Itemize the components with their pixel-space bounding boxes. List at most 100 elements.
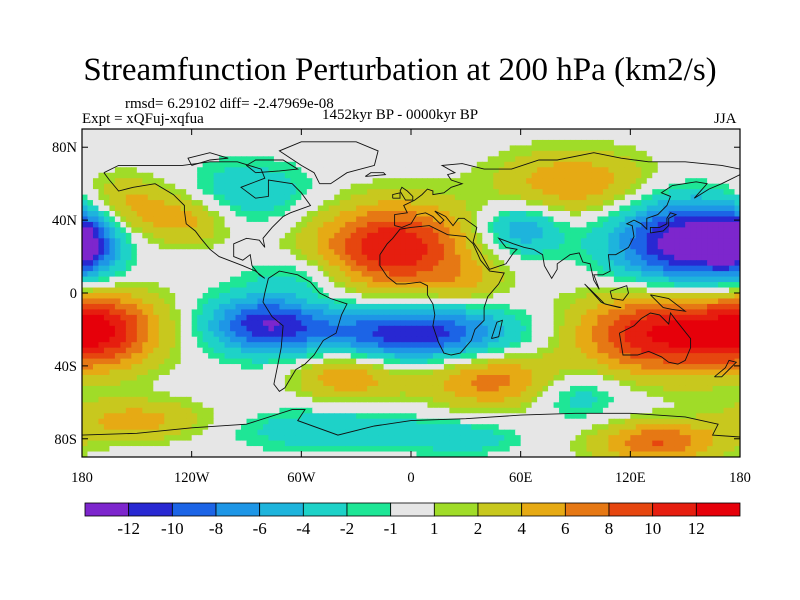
field-cell [690, 145, 697, 152]
field-cell [723, 238, 730, 245]
field-cell [230, 211, 237, 218]
field-cell [465, 243, 472, 250]
field-cell [465, 200, 472, 207]
field-cell [142, 167, 149, 174]
field-cell [553, 276, 560, 283]
field-cell [103, 303, 111, 310]
field-cell [109, 342, 116, 349]
field-cell [262, 320, 270, 327]
field-cell [696, 309, 703, 316]
field-cell [487, 249, 494, 256]
field-cell [586, 232, 593, 239]
field-cell [526, 260, 533, 267]
field-cell [142, 134, 149, 141]
field-cell [367, 211, 374, 218]
field-cell [389, 303, 396, 310]
field-cell [526, 150, 533, 157]
field-cell [460, 336, 467, 343]
field-cell [411, 156, 418, 163]
field-cell [317, 194, 324, 201]
field-cell [372, 134, 379, 141]
field-cell [251, 227, 259, 234]
field-cell [87, 254, 94, 261]
field-cell [268, 309, 275, 316]
field-cell [685, 172, 692, 179]
field-cell [685, 238, 692, 245]
field-cell [136, 265, 143, 272]
field-cell [400, 227, 407, 234]
field-cell [235, 150, 242, 157]
field-cell [575, 260, 582, 267]
field-cell [339, 353, 346, 360]
field-cell [230, 194, 237, 201]
field-cell [537, 194, 544, 201]
field-cell [224, 161, 231, 168]
field-cell [548, 298, 555, 305]
field-cell [641, 254, 648, 261]
field-cell [246, 293, 253, 300]
field-cell [635, 156, 642, 163]
field-cell [125, 139, 132, 146]
field-cell [690, 150, 697, 157]
field-cell [356, 232, 363, 239]
field-cell [712, 331, 719, 338]
field-cell [602, 260, 609, 267]
field-cell [246, 145, 253, 152]
field-cell [136, 183, 143, 190]
field-cell [213, 271, 220, 278]
field-cell [136, 211, 143, 218]
field-cell [230, 134, 237, 141]
chart-title: Streamfunction Perturbation at 200 hPa (… [83, 52, 717, 88]
field-cell [87, 167, 94, 174]
field-cell [301, 139, 308, 146]
field-cell [564, 254, 571, 261]
field-cell [624, 254, 631, 261]
field-cell [290, 139, 297, 146]
field-cell [394, 271, 401, 278]
field-cell [526, 227, 533, 234]
field-cell [273, 238, 280, 245]
field-cell [361, 293, 368, 300]
field-cell [312, 156, 319, 163]
field-cell [389, 172, 396, 179]
field-cell [515, 336, 522, 343]
field-cell [531, 265, 538, 272]
field-cell [663, 265, 670, 272]
field-cell [432, 353, 440, 360]
field-cell [334, 336, 341, 343]
field-cell [251, 216, 259, 223]
field-cell [646, 260, 653, 267]
field-cell [449, 129, 456, 136]
field-cell [476, 156, 483, 163]
field-cell [734, 331, 740, 338]
field-cell [180, 156, 187, 163]
field-cell [120, 200, 127, 207]
field-cell [454, 347, 461, 354]
field-cell [153, 129, 160, 136]
field-cell [718, 227, 725, 234]
field-cell [707, 156, 714, 163]
field-cell [158, 282, 165, 289]
field-cell [564, 205, 571, 212]
field-cell [575, 287, 582, 294]
field-cell [718, 200, 725, 207]
field-cell [191, 232, 198, 239]
field-cell [690, 211, 697, 218]
field-cell [142, 325, 149, 332]
field-cell [334, 221, 341, 228]
field-cell [427, 249, 434, 256]
field-cell [652, 167, 659, 174]
field-cell [334, 178, 341, 185]
field-cell [526, 172, 533, 179]
field-cell [312, 205, 319, 212]
field-cell [712, 139, 719, 146]
field-cell [498, 260, 505, 267]
field-cell [235, 347, 242, 354]
field-cell [125, 271, 132, 278]
field-cell [411, 347, 418, 354]
field-cell [372, 320, 379, 327]
field-cell [328, 129, 335, 136]
field-cell [301, 314, 308, 321]
field-cell [548, 211, 555, 218]
field-cell [213, 189, 220, 196]
